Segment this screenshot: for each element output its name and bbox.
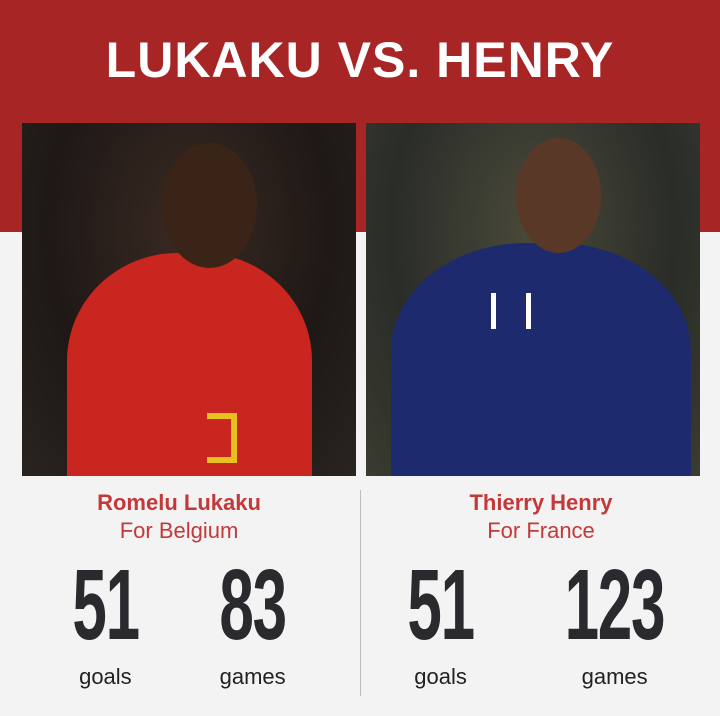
page-title: LUKAKU VS. HENRY	[105, 32, 615, 88]
player-name: Thierry Henry	[469, 490, 613, 515]
player-card-henry: Thierry Henry For France 51 goals 123 game…	[362, 490, 720, 690]
goals-label: goals	[79, 664, 132, 689]
games-label: games	[219, 664, 286, 689]
player-country: For France	[487, 518, 595, 543]
player-card-lukaku: Romelu Lukaku For Belgium 51 goals 83 game…	[0, 490, 358, 690]
games-value: 83	[219, 549, 287, 661]
player-photo-lukaku	[22, 123, 356, 476]
games-value: 123	[564, 549, 666, 661]
games-label: games	[581, 664, 648, 689]
goals-value: 51	[407, 549, 475, 661]
goals-label: goals	[414, 664, 467, 689]
player-name: Romelu Lukaku	[97, 490, 261, 515]
goals-value: 51	[72, 549, 140, 661]
divider	[360, 490, 361, 696]
player-photo-henry	[366, 123, 700, 476]
player-country: For Belgium	[119, 518, 239, 543]
